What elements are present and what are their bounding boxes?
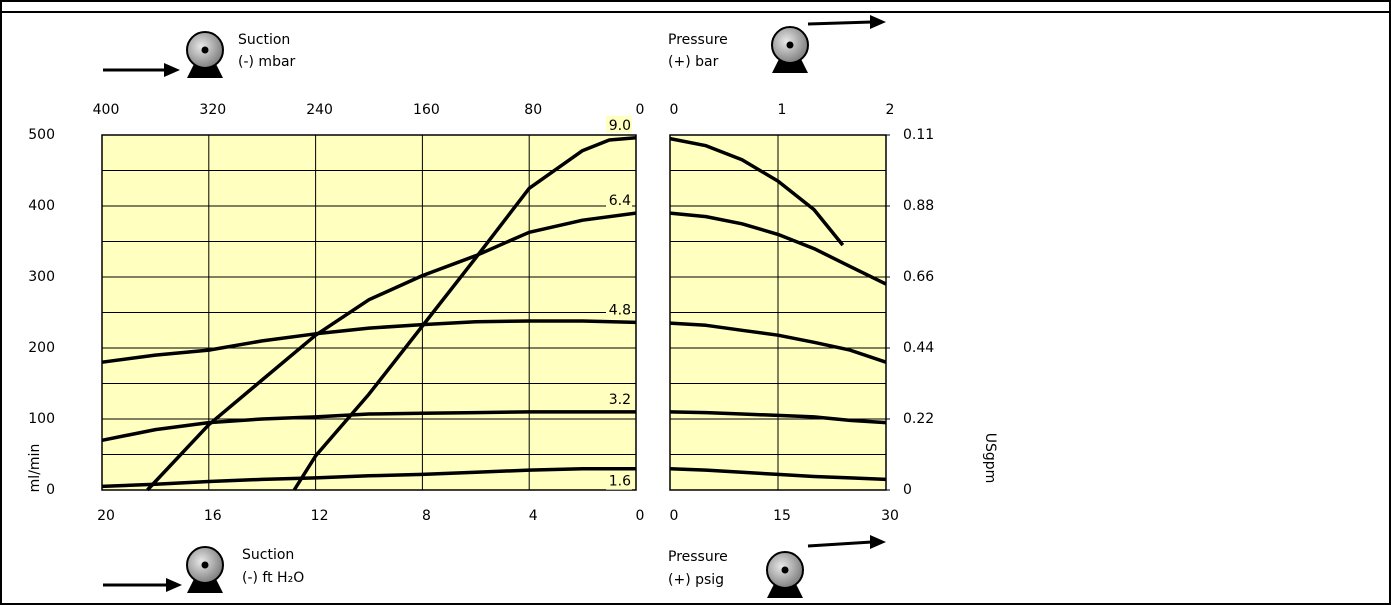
x-tick-label: 8 [422,508,431,524]
x-tick-label: 20 [97,508,115,524]
curve-label-bg [606,472,632,490]
curve-label: 6.4 [609,193,631,209]
curve-label-bg [606,191,632,209]
x-tick-label: 0 [636,508,645,524]
y2-tick-label: 0.44 [903,340,934,356]
plot-border [669,134,887,491]
curve-label: 4.8 [609,302,631,318]
x-tick-label: 16 [204,508,222,524]
curve [101,410,636,443]
y-tick-label: 500 [28,127,55,143]
pump-arrowhead [870,15,886,29]
bottom-caption: Pressure [668,549,728,565]
pump-icon [103,31,224,78]
curve-label: 9.0 [609,118,631,134]
x-tick-label: 30 [881,508,899,524]
curve-label-bg [606,115,632,133]
curve [146,211,637,492]
curve-label: 3.2 [609,392,631,408]
pump-arrow [807,540,873,548]
y-tick-label: 300 [28,269,55,285]
curve-label-bg [606,300,632,318]
x2-tick-label: 320 [199,102,226,118]
pump-arrowhead [870,535,886,549]
x-tick-label: 15 [773,508,791,524]
y-tick-label: 100 [28,411,55,427]
y2-tick-label: 0.88 [903,198,934,214]
y2-tick-label: 0 [903,482,912,498]
top-caption: (-) mbar [238,54,296,70]
pump-hub [201,561,209,569]
x2-tick-label: 1 [778,102,787,118]
x2-tick-label: 160 [413,102,440,118]
curve [101,466,636,489]
x2-tick-label: 2 [886,102,895,118]
top-caption: Suction [238,32,290,48]
curve-label-bg [606,389,632,407]
pump-icon [103,546,224,593]
curve [292,136,637,491]
pump-hub [201,46,209,54]
curve [101,319,637,364]
x-tick-label: 4 [529,508,538,524]
curve-label: 1.6 [609,474,631,490]
curve [669,410,887,425]
pump-arrowhead [164,63,180,77]
plot-border [101,134,637,491]
bottom-caption: (-) ft H₂O [242,570,304,586]
y-tick-label: 400 [28,198,55,214]
x-tick-label: 0 [670,508,679,524]
x2-tick-label: 0 [670,102,679,118]
top-caption: Pressure [668,32,728,48]
x2-tick-label: 80 [524,102,542,118]
y-tick-label: 0 [46,482,55,498]
x2-tick-label: 400 [93,102,120,118]
pump-icon [771,15,886,73]
curve [669,136,845,247]
pump-hub [786,41,794,49]
y2-tick-label: 0.66 [903,269,934,285]
curve [669,321,887,364]
curve [669,211,887,286]
bottom-caption: (+) psig [668,572,724,588]
pump-arrow [807,20,873,26]
y-tick-label: 200 [28,340,55,356]
top-caption: (+) bar [668,54,719,70]
x2-tick-label: 240 [306,102,333,118]
y-axis-title: ml/min [27,444,43,493]
x-tick-label: 12 [311,508,329,524]
y2-tick-label: 0.11 [903,127,934,143]
x2-tick-label: 0 [636,102,645,118]
pump-hub [781,566,789,574]
y2-axis-title: USgpm [982,433,998,484]
pump-arrowhead [166,578,182,592]
pump-icon [766,535,886,598]
curve [669,466,887,482]
y2-tick-label: 0.22 [903,411,934,427]
bottom-caption: Suction [242,547,294,563]
